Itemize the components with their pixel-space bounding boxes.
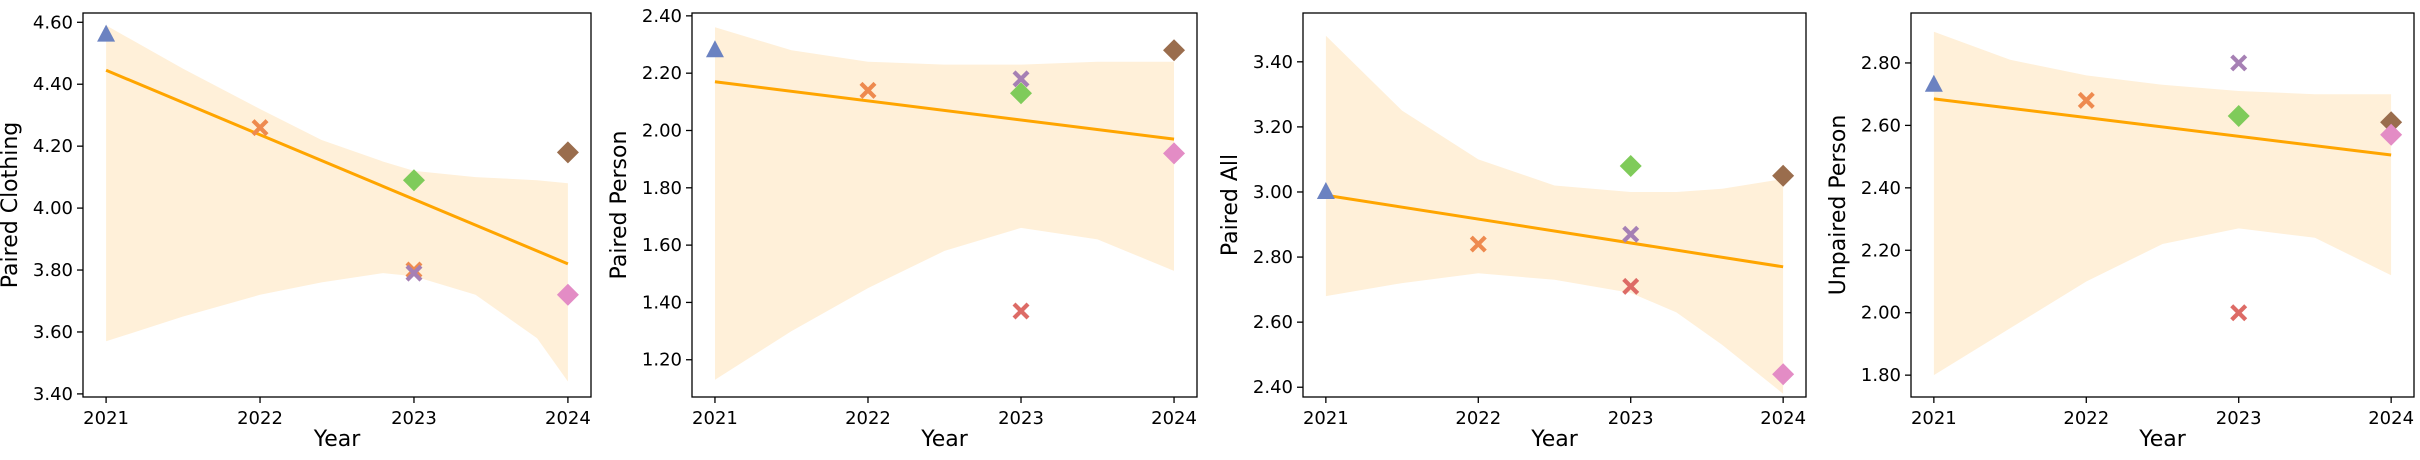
unpaired-person-x-axis-label: Year — [2138, 427, 2187, 452]
unpaired-person-x-tick-label: 2021 — [1911, 408, 1957, 429]
unpaired-person-trend-line — [1933, 97, 2392, 157]
paired-person-x-axis-label: Year — [920, 427, 969, 452]
panel-unpaired-person: 2021 2022 2023 2024 1.80 2.00 2.20 2.40 2.60 2.80… — [1826, 12, 2415, 452]
paired-person-point-6-diamond — [1163, 142, 1186, 165]
unpaired-person-x-tick-label: 2024 — [2368, 408, 2414, 429]
paired-clothing-point-6-diamond — [556, 283, 579, 306]
paired-person-point-0-triangle — [705, 40, 724, 58]
paired-all-y-tick-label: 2.40 — [1253, 377, 1293, 398]
unpaired-person-y-tick-label: 2.60 — [1861, 115, 1901, 136]
paired-clothing-point-1-x — [251, 119, 269, 137]
paired-person-y-tick-label: 1.20 — [642, 350, 682, 371]
paired-person-trend-line — [714, 80, 1175, 141]
paired-all-y-tick-label: 3.40 — [1253, 52, 1293, 73]
paired-all-point-6-diamond — [1772, 363, 1795, 386]
paired-all-y-tick-label: 2.60 — [1253, 312, 1293, 333]
paired-clothing-point-3-diamond — [402, 169, 425, 192]
panel-paired-clothing: 2021 2022 2023 2024 3.40 3.60 3.80 4.00 4.20 4.40… — [0, 12, 592, 452]
paired-clothing-y-tick-label: 3.40 — [33, 384, 73, 405]
paired-all-trend-line — [1325, 193, 1784, 269]
unpaired-person-confidence-band — [1933, 31, 2392, 376]
paired-all-point-2-diamond — [1619, 154, 1642, 177]
paired-all-x-tick-label: 2022 — [1455, 408, 1501, 429]
paired-clothing-y-tick-label: 4.60 — [33, 12, 73, 33]
paired-person-y-axis-label: Paired Person — [607, 131, 632, 280]
paired-clothing-x-tick-label: 2023 — [391, 408, 437, 429]
paired-person-x-tick-label: 2023 — [998, 408, 1044, 429]
paired-person-point-4-x — [1012, 302, 1030, 320]
unpaired-person-point-0-triangle — [1924, 74, 1943, 92]
paired-person-point-2-diamond — [1010, 82, 1033, 105]
paired-person-x-tick-label: 2024 — [1151, 408, 1197, 429]
paired-clothing-y-tick-label: 4.20 — [33, 136, 73, 157]
paired-all-y-tick-label: 2.80 — [1253, 247, 1293, 268]
paired-clothing-x-axis-label: Year — [313, 427, 362, 452]
paired-person-point-3-x — [1012, 70, 1030, 88]
paired-all-x-tick-label: 2023 — [1608, 408, 1654, 429]
paired-person-y-tick-label: 1.60 — [642, 235, 682, 256]
paired-person-x-tick-label: 2021 — [692, 408, 738, 429]
paired-clothing-y-axis-label: Paired Clothing — [0, 122, 23, 288]
paired-all-x-tick-label: 2021 — [1303, 408, 1349, 429]
paired-clothing-confidence-band — [106, 25, 568, 382]
paired-all-point-3-x — [1622, 225, 1640, 243]
paired-person-point-1-x — [859, 81, 877, 99]
unpaired-person-y-axis-label: Unpaired Person — [1826, 115, 1851, 296]
unpaired-person-point-3-x — [2230, 54, 2248, 72]
paired-clothing-x-tick-label: 2021 — [83, 408, 129, 429]
paired-person-point-5-diamond — [1163, 39, 1186, 62]
paired-all-point-0-triangle — [1316, 181, 1335, 199]
paired-person-y-tick-label: 2.20 — [642, 63, 682, 84]
paired-person-y-tick-label: 1.40 — [642, 292, 682, 313]
panel-paired-person: 2021 2022 2023 2024 1.20 1.40 1.60 1.80 2.00 2.20… — [607, 6, 1198, 452]
paired-all-confidence-band — [1325, 35, 1784, 394]
paired-all-y-axis-label: Paired All — [1218, 154, 1243, 256]
unpaired-person-y-tick-label: 2.80 — [1861, 53, 1901, 74]
paired-all-axes-frame — [1302, 12, 1807, 398]
paired-clothing-y-tick-label: 3.60 — [33, 322, 73, 343]
paired-clothing-point-2-x — [405, 261, 423, 279]
paired-clothing-trend-line — [105, 68, 569, 266]
paired-person-confidence-band — [715, 27, 1174, 380]
unpaired-person-point-5-diamond — [2380, 111, 2403, 134]
paired-clothing-axes-frame — [82, 12, 592, 398]
paired-person-y-tick-label: 1.80 — [642, 178, 682, 199]
unpaired-person-point-6-diamond — [2380, 123, 2403, 146]
paired-clothing-x-tick-label: 2022 — [237, 408, 283, 429]
unpaired-person-point-4-x — [2230, 304, 2248, 322]
paired-all-x-axis-label: Year — [1530, 427, 1579, 452]
unpaired-person-y-tick-label: 2.00 — [1861, 303, 1901, 324]
paired-all-y-tick-label: 3.20 — [1253, 117, 1293, 138]
paired-person-x-tick-label: 2022 — [845, 408, 891, 429]
paired-clothing-point-0-triangle — [97, 24, 116, 42]
paired-person-axes-frame — [691, 12, 1198, 398]
unpaired-person-point-2-diamond — [2227, 105, 2250, 128]
paired-clothing-point-5-diamond — [556, 141, 579, 164]
paired-clothing-point-4-x — [405, 264, 423, 282]
unpaired-person-y-tick-label: 1.80 — [1861, 365, 1901, 386]
paired-clothing-x-tick-label: 2024 — [545, 408, 591, 429]
unpaired-person-x-tick-label: 2023 — [2216, 408, 2262, 429]
paired-clothing-y-tick-label: 3.80 — [33, 260, 73, 281]
paired-clothing-y-tick-label: 4.00 — [33, 198, 73, 219]
paired-person-y-tick-label: 2.40 — [642, 6, 682, 27]
paired-all-point-4-x — [1622, 277, 1640, 295]
paired-all-point-1-x — [1469, 235, 1487, 253]
paired-all-point-5-diamond — [1772, 164, 1795, 187]
unpaired-person-y-tick-label: 2.40 — [1861, 178, 1901, 199]
unpaired-person-point-1-x — [2077, 91, 2095, 109]
panel-paired-all: 2021 2022 2023 2024 2.40 2.60 2.80 3.00 3.20 3.40… — [1218, 12, 1807, 452]
paired-all-x-tick-label: 2024 — [1760, 408, 1806, 429]
paired-clothing-y-tick-label: 4.40 — [33, 74, 73, 95]
unpaired-person-x-tick-label: 2022 — [2063, 408, 2109, 429]
paired-person-y-tick-label: 2.00 — [642, 120, 682, 141]
paired-all-y-tick-label: 3.00 — [1253, 182, 1293, 203]
unpaired-person-y-tick-label: 2.20 — [1861, 240, 1901, 261]
unpaired-person-axes-frame — [1910, 12, 2415, 398]
